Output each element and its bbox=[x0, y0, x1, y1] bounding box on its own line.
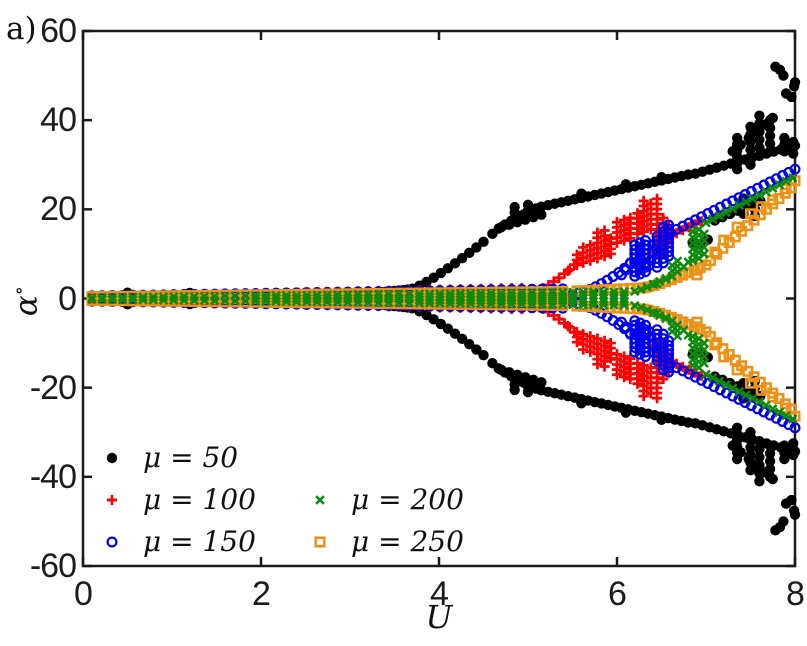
y-tick-label: 0 bbox=[58, 279, 77, 318]
legend-label-mu-150: μ = 150 bbox=[143, 525, 256, 558]
legend-label-mu-100: μ = 100 bbox=[143, 483, 256, 516]
x-tick-label: 2 bbox=[252, 575, 271, 613]
y-tick-label: 40 bbox=[40, 101, 77, 140]
legend-label-mu-200: μ = 200 bbox=[351, 483, 464, 516]
y-tick-label: -40 bbox=[29, 457, 77, 496]
y-tick-label: -60 bbox=[29, 547, 77, 585]
legend-item-mu-250: μ = 250 bbox=[305, 525, 464, 559]
legend-marker-open-square-icon bbox=[305, 527, 335, 557]
x-tick-label: 6 bbox=[608, 575, 627, 613]
y-tick-label: 20 bbox=[40, 190, 77, 229]
legend-label-mu-250: μ = 250 bbox=[351, 525, 464, 558]
axes-frame bbox=[81, 29, 797, 568]
legend-marker-x-icon bbox=[305, 485, 335, 515]
legend-item-mu-100: μ = 100 bbox=[97, 483, 256, 517]
legend-marker-filled-circle-icon bbox=[97, 443, 127, 473]
x-tick-label: 0 bbox=[74, 575, 93, 613]
plot-data bbox=[86, 61, 801, 536]
legend-label-mu-50: μ = 50 bbox=[143, 441, 239, 474]
legend-item-mu-150: μ = 150 bbox=[97, 525, 256, 559]
series-mu-250 bbox=[86, 175, 801, 422]
y-tick-label: -20 bbox=[29, 368, 77, 407]
legend-marker-open-circle-icon bbox=[97, 527, 127, 557]
legend-item-mu-50: μ = 50 bbox=[97, 441, 238, 475]
legend-marker-plus-icon bbox=[97, 485, 127, 515]
series-mu-200 bbox=[87, 173, 798, 424]
panel-label: a) bbox=[6, 11, 37, 47]
legend-item-mu-200: μ = 200 bbox=[305, 483, 464, 517]
x-tick-label: 4 bbox=[430, 575, 449, 613]
x-tick-label: 8 bbox=[786, 575, 805, 613]
x-axis-label: U bbox=[425, 598, 453, 636]
y-tick-label: 60 bbox=[40, 12, 77, 50]
